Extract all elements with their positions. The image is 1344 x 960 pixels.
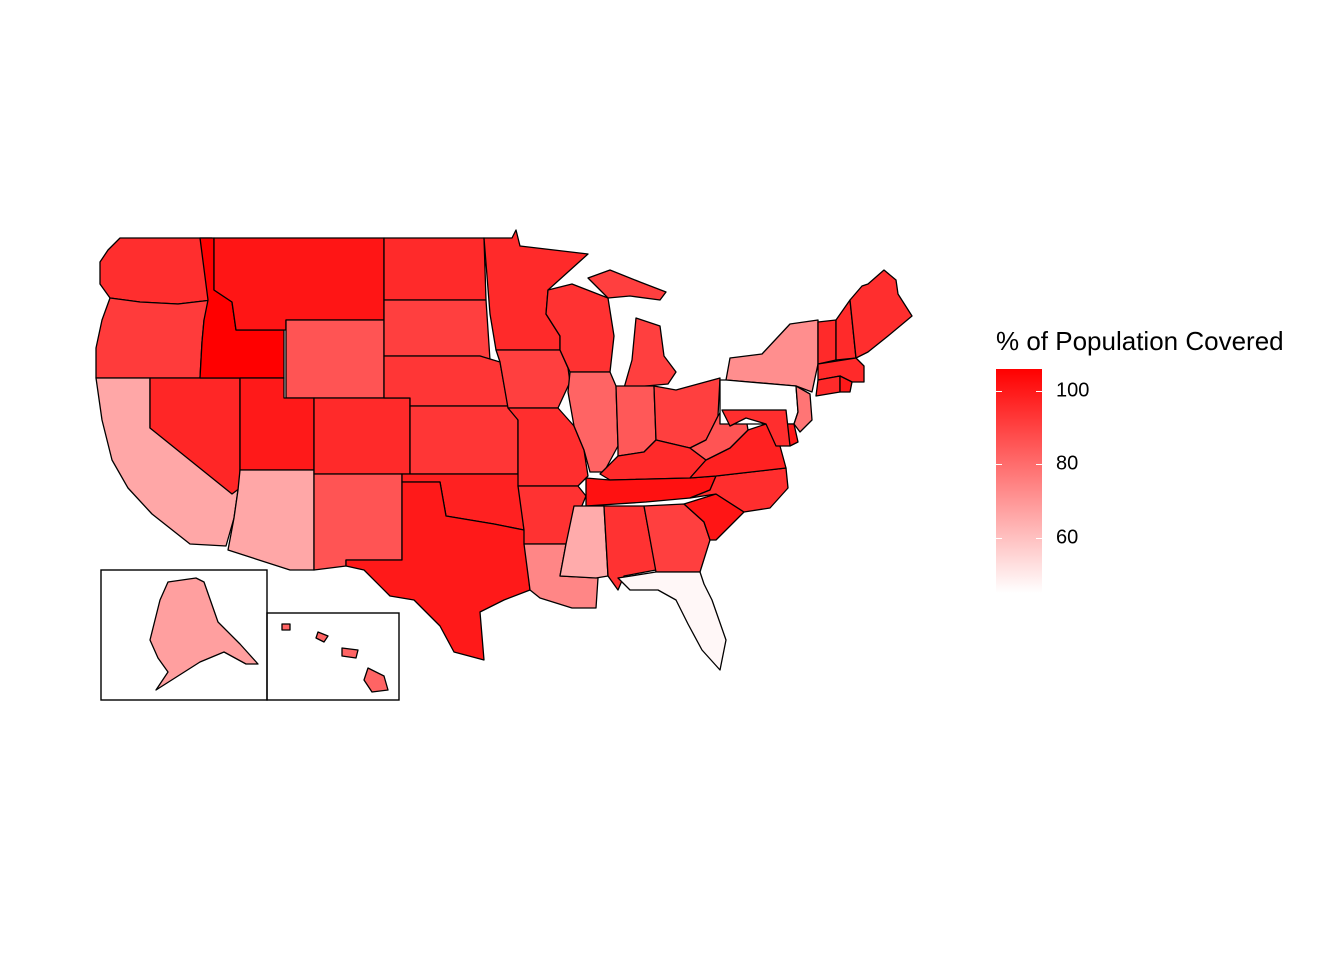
state-arizona [227, 469, 315, 571]
legend-tick-label-80: 80 [1056, 452, 1079, 475]
state-montana [213, 237, 385, 331]
hawaii-inset-frame [266, 612, 400, 701]
state-north-carolina [689, 467, 789, 513]
legend-title: % of Population Covered [996, 326, 1284, 356]
state-maryland [721, 409, 791, 447]
state-florida [617, 571, 727, 671]
legend-tick-mark [996, 464, 1002, 466]
legend-tick-mark [1036, 537, 1042, 539]
state-vermont [817, 319, 837, 365]
state-north-dakota [383, 237, 487, 301]
state-illinois [567, 371, 619, 473]
state-oregon [95, 297, 213, 379]
legend-tick-mark [1036, 391, 1042, 393]
state-colorado [313, 397, 411, 475]
state-iowa [495, 349, 571, 409]
state-new-jersey [793, 385, 813, 433]
legend-tick-mark [996, 537, 1002, 539]
legend-tick-mark [1036, 464, 1042, 466]
legend-color-bar [996, 369, 1042, 593]
state-hawaii [281, 623, 389, 693]
legend-tick-mark [996, 391, 1002, 393]
state-washington [99, 237, 213, 305]
legend-tick-label-100: 100 [1056, 379, 1090, 402]
state-wyoming [285, 319, 385, 399]
state-nebraska [383, 355, 509, 407]
state-michigan [587, 269, 677, 389]
state-new-mexico [313, 473, 403, 571]
state-maine [849, 269, 913, 359]
state-texas [345, 481, 531, 661]
state-missouri [507, 407, 589, 487]
state-rhode-island [839, 375, 853, 393]
state-alaska [149, 577, 259, 691]
legend-tick-label-60: 60 [1056, 526, 1079, 549]
state-south-dakota [383, 299, 491, 361]
state-kansas [409, 405, 519, 475]
